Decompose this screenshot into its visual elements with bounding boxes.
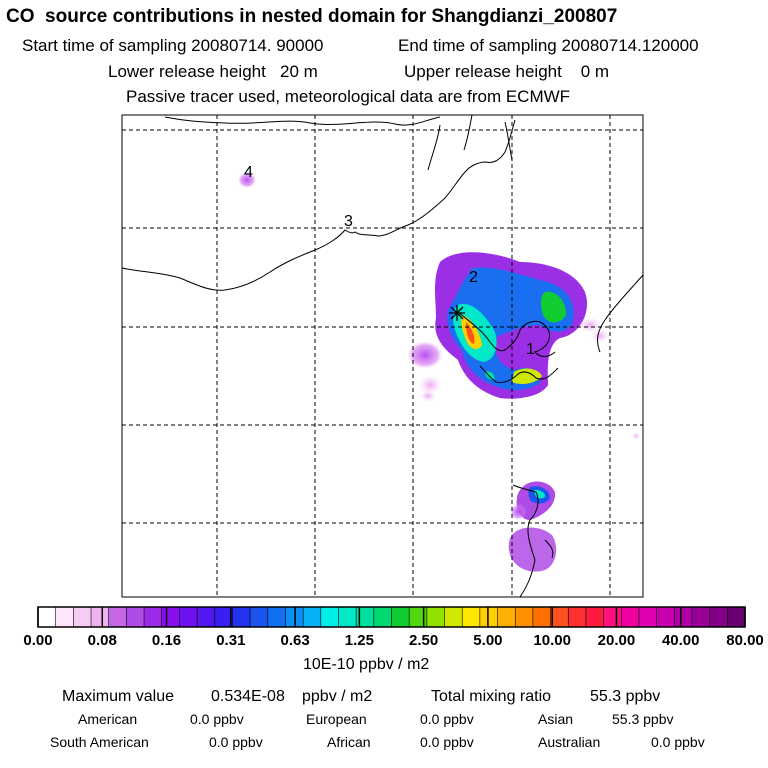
marker-1: 1 [526,341,535,358]
total-mixing-label: Total mixing ratio [431,688,552,705]
colorbar-tick-label: 0.63 [280,632,310,649]
colorbar-tick-label: 10.00 [533,632,571,649]
region-label-south-american: South American [50,734,149,750]
region-value-european: 0.0 ppbv [420,711,474,727]
sampling-start: Start time of sampling 20080714. 90000 [22,36,324,55]
colorbar-tick-label: 20.00 [597,632,636,649]
colorbar-tick-label: 0.31 [216,632,246,649]
max-value-label: Maximum value [62,688,175,705]
marker-4: 4 [244,164,253,181]
region-value-african: 0.0 ppbv [420,734,474,750]
region-label-australian: Australian [538,734,601,750]
region-value-south-american: 0.0 ppbv [209,734,263,750]
colorbar-tick-label: 1.25 [344,632,374,649]
boundary-lines [121,114,644,598]
concentration-plume [238,172,640,572]
colorbar-tick-label: 5.00 [473,632,503,649]
sampling-end: End time of sampling 20080714.120000 [398,36,699,55]
colorbar-tick-label: 2.50 [409,632,439,649]
colorbar-tick-label: 0.08 [87,632,117,649]
colorbar-tick-label: 80.00 [726,632,764,649]
colorbar-tick-label: 40.00 [661,632,700,649]
upper-release-height: Upper release height 0 m [404,62,610,81]
region-value-australian: 0.0 ppbv [651,734,705,750]
marker-2: 2 [469,269,478,286]
max-value-unit: ppbv / m2 [302,688,373,705]
tracer-note: Passive tracer used, meteorological data… [126,87,571,106]
colorbar-unit: 10E-10 ppbv / m2 [303,656,430,673]
map-title: CO source contributions in nested domain… [6,6,618,27]
map-frame [121,114,644,598]
nested-domain-map: 1 2 3 4 [121,114,644,598]
region-value-american: 0.0 ppbv [190,711,244,727]
total-mixing-value: 55.3 ppbv [590,688,661,705]
region-label-european: European [306,711,367,727]
colorbar-tick-label: 0.00 [23,632,53,649]
region-label-american: American [78,711,138,727]
region-label-asian: Asian [538,711,574,727]
receptor-star-icon [449,305,465,321]
region-label-african: African [327,734,371,750]
region-value-asian: 55.3 ppbv [612,711,674,727]
max-value: 0.534E-08 [211,688,285,705]
marker-3: 3 [344,213,353,230]
colorbar-tick-label: 0.16 [151,632,182,649]
graticule [122,115,643,597]
lower-release-height: Lower release height 20 m [108,62,318,81]
